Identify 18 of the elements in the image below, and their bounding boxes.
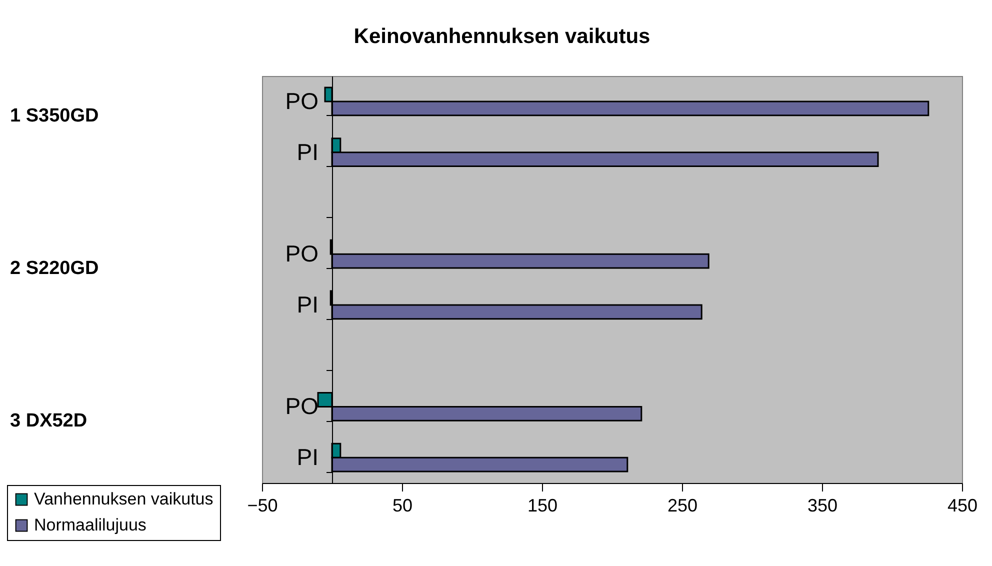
x-tick-label: 250 xyxy=(667,496,698,516)
text: 2 S220GD xyxy=(10,258,99,280)
y-tick-label: PO xyxy=(285,88,318,114)
chart-title: Keinovanhennuksen vaikutus xyxy=(354,25,650,48)
y-tick-label: PO xyxy=(285,393,318,420)
x-tick-label: −50 xyxy=(247,496,278,516)
x-tick-label: 450 xyxy=(947,496,978,516)
y-tick-label: PI xyxy=(296,444,318,470)
legend-label: Normaalilujuus xyxy=(34,516,146,534)
x-tick-label: 350 xyxy=(807,496,838,516)
x-tick-label: 50 xyxy=(392,496,413,516)
y-tick-label: PO xyxy=(285,240,318,267)
text: 1 S350GD xyxy=(10,105,99,126)
legend-label: Vanhennuksen vaikutus xyxy=(34,490,214,508)
text: 3 DX52D xyxy=(10,410,88,432)
y-tick-label: PI xyxy=(296,138,318,165)
x-tick-label: 150 xyxy=(527,496,558,516)
y-tick-label: PI xyxy=(296,291,318,318)
